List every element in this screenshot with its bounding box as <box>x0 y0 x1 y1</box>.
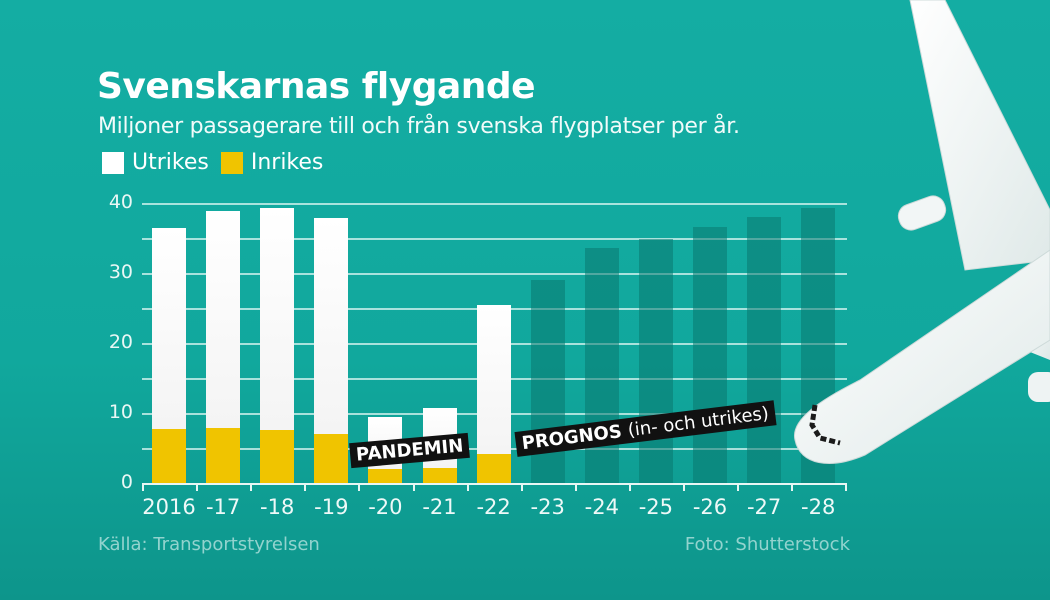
inrikes-bar <box>152 429 186 483</box>
x-axis-tick <box>142 483 144 491</box>
x-axis <box>142 483 847 485</box>
x-tick-label: -26 <box>692 495 728 519</box>
legend: Utrikes Inrikes <box>102 150 335 175</box>
forecast-bar <box>693 226 727 483</box>
utrikes-bar <box>206 210 241 428</box>
inrikes-bar <box>260 429 295 483</box>
x-tick-label: -28 <box>801 495 836 519</box>
x-axis-tick <box>845 483 848 491</box>
inrikes-bar <box>476 453 511 483</box>
x-axis-tick <box>628 483 631 491</box>
x-tick-label: -22 <box>476 495 511 519</box>
x-tick-label: -20 <box>368 495 403 519</box>
x-axis-tick <box>250 483 253 491</box>
y-tick-label: 10 <box>108 401 133 423</box>
chart-title: Svenskarnas flygande <box>97 66 536 107</box>
x-axis-tick <box>520 483 523 491</box>
y-tick-label: 0 <box>120 471 133 493</box>
y-tick-label: 20 <box>108 331 133 353</box>
gridline <box>142 273 847 275</box>
chart-subtitle: Miljoner passagerare till och från svens… <box>98 114 740 139</box>
x-tick-label: -18 <box>260 495 295 519</box>
forecast-bar <box>747 217 782 483</box>
x-axis-tick <box>412 483 415 491</box>
inrikes-bar <box>368 469 403 483</box>
source-credit: Källa: Transportstyrelsen <box>98 534 320 555</box>
x-tick-label: -21 <box>422 495 457 519</box>
x-axis-tick <box>358 483 361 491</box>
x-tick-label: -19 <box>314 495 349 519</box>
photo-credit: Foto: Shutterstock <box>684 534 850 555</box>
x-axis-tick <box>791 483 794 491</box>
gridline <box>142 238 847 240</box>
utrikes-bar <box>260 207 295 430</box>
airplane-photo-icon <box>793 0 1050 464</box>
y-tick-label: 30 <box>108 261 133 283</box>
gridline <box>142 203 847 205</box>
x-axis-tick <box>304 483 307 491</box>
legend-label: Inrikes <box>250 150 324 175</box>
utrikes-bar <box>314 217 349 434</box>
legend-item-inrikes: Inrikes <box>220 150 324 175</box>
x-axis-tick <box>574 483 577 491</box>
x-tick-label: -23 <box>530 495 565 519</box>
x-tick-label: 2016 <box>142 495 196 519</box>
utrikes-bar <box>152 228 186 430</box>
legend-item-utrikes: Utrikes <box>102 150 209 175</box>
x-axis-tick <box>737 483 740 491</box>
x-tick-label: -24 <box>584 495 619 519</box>
utrikes-bar <box>476 305 511 454</box>
forecast-bar <box>638 238 673 483</box>
y-tick-label: 40 <box>108 191 133 213</box>
x-tick-label: -17 <box>205 495 241 519</box>
x-tick-label: -27 <box>746 495 782 519</box>
inrikes-bar <box>206 427 241 483</box>
inrikes-bar <box>422 468 457 483</box>
inrikes-bar <box>314 434 349 483</box>
legend-swatch-inrikes <box>220 151 243 174</box>
legend-label: Utrikes <box>132 150 209 175</box>
x-axis-tick <box>466 483 469 491</box>
legend-swatch-utrikes <box>102 151 124 174</box>
x-tick-label: -25 <box>638 495 674 519</box>
x-axis-tick <box>683 483 685 491</box>
x-axis-tick <box>196 483 199 491</box>
